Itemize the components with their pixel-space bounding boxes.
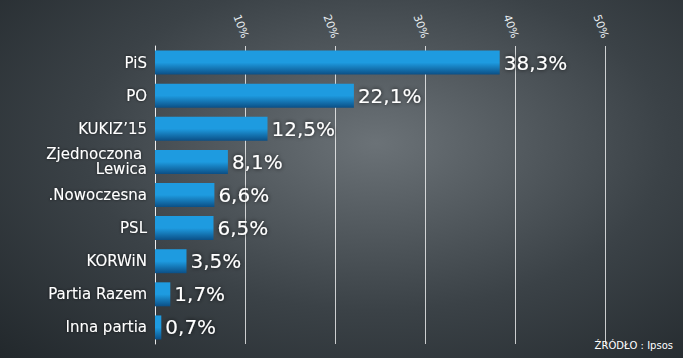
svg-text:.Nowoczesna: .Nowoczesna <box>49 186 147 204</box>
svg-text:10%: 10% <box>231 13 252 40</box>
svg-text:1,7%: 1,7% <box>174 282 225 306</box>
svg-text:6,6%: 6,6% <box>218 183 269 207</box>
svg-text:Partia Razem: Partia Razem <box>48 285 147 303</box>
svg-text:PO: PO <box>126 87 147 105</box>
svg-text:KORWiN: KORWiN <box>86 252 147 270</box>
svg-text:KUKIZ’15: KUKIZ’15 <box>78 120 147 138</box>
svg-text:PSL: PSL <box>120 219 148 237</box>
svg-text:0,7%: 0,7% <box>165 315 216 339</box>
svg-text:Lewica: Lewica <box>96 160 147 178</box>
svg-text:3,5%: 3,5% <box>191 249 242 273</box>
svg-text:Inna partia: Inna partia <box>65 318 147 336</box>
svg-text:38,3%: 38,3% <box>504 51 568 75</box>
svg-text:PiS: PiS <box>125 54 147 72</box>
svg-text:12,5%: 12,5% <box>272 117 336 141</box>
svg-text:8,1%: 8,1% <box>232 150 283 174</box>
svg-text:20%: 20% <box>321 13 342 40</box>
svg-text:50%: 50% <box>591 13 612 40</box>
svg-text:22,1%: 22,1% <box>358 84 422 108</box>
svg-text:ŹRÓDŁO : Ipsos: ŹRÓDŁO : Ipsos <box>595 339 673 351</box>
svg-text:40%: 40% <box>501 13 522 40</box>
svg-text:Zjednoczona: Zjednoczona <box>46 145 147 164</box>
svg-text:6,5%: 6,5% <box>218 216 269 240</box>
svg-text:30%: 30% <box>411 13 432 40</box>
